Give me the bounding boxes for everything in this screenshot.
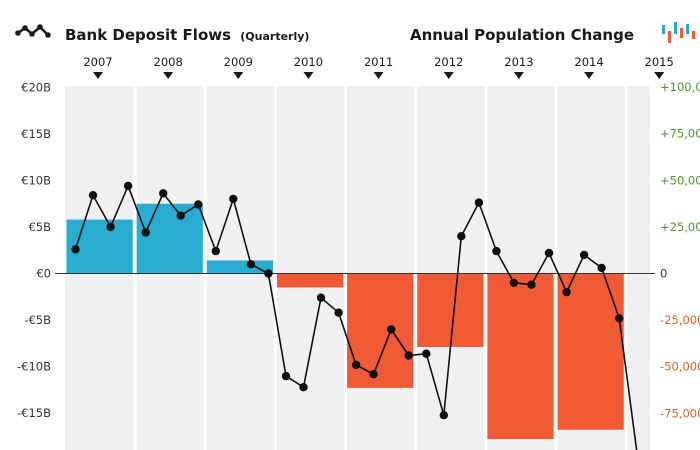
line-point: [106, 222, 115, 232]
right-axis-tick: -75,000: [660, 406, 700, 420]
bar-2008: [136, 203, 203, 274]
line-point: [544, 248, 554, 258]
bar-2009: [206, 260, 273, 274]
chart-title-left-sub: (Quarterly): [240, 30, 309, 43]
year-label: 2009: [224, 55, 253, 69]
left-axis-tick: -€15B: [17, 406, 51, 420]
chart-title-left-main: Bank Deposit Flows: [65, 26, 231, 44]
left-axis-tick: -€5B: [24, 313, 51, 327]
line-point: [71, 245, 80, 254]
year-marker-icon: [513, 72, 524, 79]
line-point: [351, 360, 361, 370]
right-axis-tick: +25,000: [660, 220, 700, 234]
bar-2011: [347, 273, 414, 388]
right-axis-tick: +75,000: [660, 127, 700, 141]
line-point: [369, 370, 378, 379]
year-marker-icon: [93, 72, 103, 79]
year-marker-icon: [584, 72, 595, 79]
line-point: [211, 246, 220, 256]
bar-series: [66, 203, 624, 440]
year-marker-icon: [373, 72, 384, 79]
line-chart-icon: [15, 24, 51, 38]
year-label: 2007: [83, 55, 112, 69]
line-series: [71, 181, 638, 450]
line-point: [194, 200, 203, 209]
left-axis-tick: €10B: [21, 174, 51, 188]
right-axis-tick: 0: [660, 267, 667, 281]
line-point: [141, 228, 150, 237]
line-point: [422, 349, 431, 358]
year-label: 2013: [504, 55, 533, 69]
year-marker-icon: [443, 72, 454, 79]
chart-title-right: Annual Population Change: [410, 26, 634, 44]
bar-2010: [276, 273, 344, 288]
line-point: [299, 383, 308, 392]
line-point: [597, 263, 606, 273]
line-point: [229, 194, 238, 204]
year-label: 2015: [645, 55, 674, 69]
line-point: [176, 211, 185, 220]
line-point: [159, 189, 168, 198]
left-axis-tick: €0: [36, 267, 51, 281]
line-point: [509, 278, 519, 287]
left-axis-tick: €5B: [28, 220, 51, 234]
line-point: [316, 293, 326, 302]
left-axis: €20B €15B €10B €5B €0 -€5B -€10B -€15B: [17, 81, 51, 421]
bar-2014: [557, 273, 624, 430]
line-point: [457, 232, 466, 241]
right-axis-tick: +50,000: [660, 173, 700, 187]
year-separators: [133, 86, 628, 450]
bar-2013: [487, 273, 554, 440]
line-point: [404, 351, 413, 360]
right-axis-tick: +100,000: [660, 80, 700, 94]
year-labels: 2007 2008 2009 2010 2011 2012 2013 2014 2015: [83, 55, 674, 79]
left-axis-tick: €15B: [21, 127, 51, 141]
line-point: [562, 287, 571, 297]
year-marker-icon: [654, 72, 665, 79]
line-point: [474, 198, 484, 207]
bar-2012: [417, 273, 484, 347]
year-label: 2008: [154, 55, 183, 69]
year-label: 2010: [294, 55, 323, 69]
year-label: 2012: [434, 55, 463, 69]
chart-title-left: Bank Deposit Flows (Quarterly): [65, 26, 309, 44]
line-point: [88, 191, 98, 200]
year-marker-icon: [163, 72, 174, 79]
year-marker-icon: [303, 72, 314, 79]
left-axis-tick: €20B: [21, 81, 51, 95]
bar-chart-icon: [662, 22, 695, 43]
line-point: [492, 246, 501, 256]
year-label: 2011: [364, 55, 393, 69]
year-label: 2014: [574, 55, 603, 69]
line-point: [246, 260, 256, 269]
right-axis-tick: -25,000: [660, 313, 700, 327]
line-point: [264, 269, 273, 278]
left-axis-tick: -€10B: [17, 360, 51, 374]
line-point: [387, 325, 396, 334]
line-point: [281, 371, 291, 381]
line-point: [123, 181, 133, 191]
line-point: [527, 280, 536, 289]
line-point: [615, 314, 624, 323]
line-point: [439, 411, 448, 420]
right-axis-tick: -50,000: [660, 360, 700, 374]
line-point: [334, 308, 343, 317]
right-axis: +100,000 +75,000 +50,000 +25,000 0 -25,000 -50…: [660, 80, 700, 420]
year-marker-icon: [233, 72, 244, 79]
line-point: [579, 250, 589, 260]
